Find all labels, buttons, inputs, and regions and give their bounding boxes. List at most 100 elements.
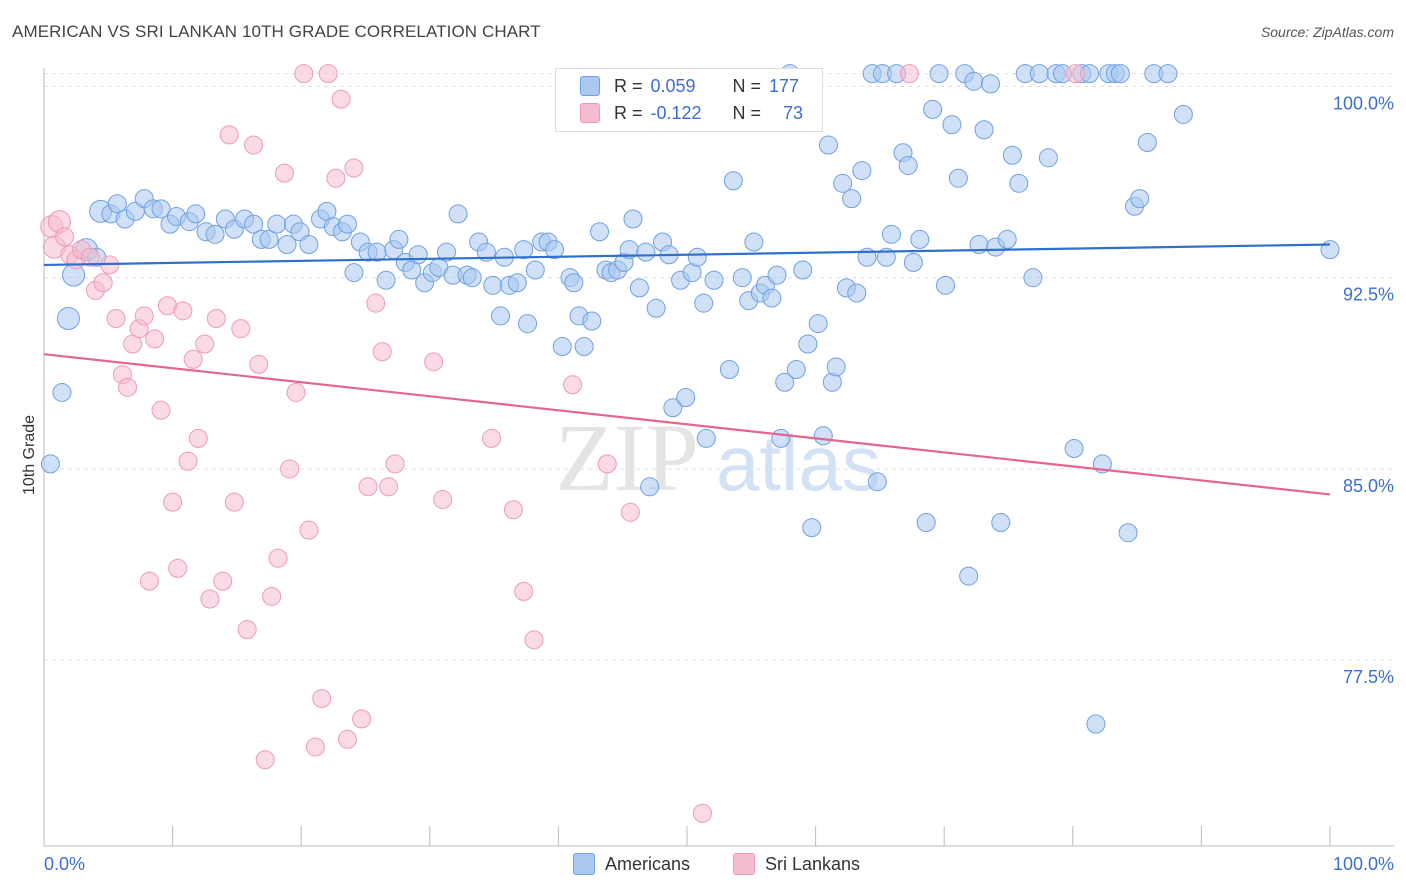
point-srilankans (597, 454, 617, 474)
point-americans (696, 428, 716, 448)
point-americans (1118, 523, 1138, 543)
point-americans (52, 382, 72, 402)
point-srilankans (206, 308, 226, 328)
point-americans (337, 214, 357, 234)
point-srilankans (262, 586, 282, 606)
point-americans (376, 270, 396, 290)
point-srilankans (312, 688, 332, 708)
point-americans (903, 252, 923, 272)
bottom-legend-label-srilankans: Sri Lankans (765, 853, 861, 874)
point-americans (564, 273, 584, 293)
y-axis-label: 10th Grade (21, 415, 38, 495)
point-americans (267, 214, 287, 234)
point-srilankans (299, 520, 319, 540)
point-srilankans (294, 64, 314, 84)
point-srilankans (385, 454, 405, 474)
point-americans (704, 270, 724, 290)
point-americans (636, 242, 656, 262)
point-srilankans (482, 428, 502, 448)
point-americans (476, 242, 496, 262)
point-americans (448, 204, 468, 224)
point-americans (491, 306, 511, 326)
source-label: Source: ZipAtlas.com (1260, 24, 1394, 40)
point-srilankans (163, 492, 183, 512)
point-srilankans (134, 306, 154, 326)
point-srilankans (268, 548, 288, 568)
y-tick-label: 92.5% (1343, 285, 1394, 305)
legend-r-label: R = (614, 75, 643, 96)
point-americans (408, 245, 428, 265)
point-srilankans (80, 247, 100, 267)
point-americans (582, 311, 602, 331)
point-americans (1064, 439, 1084, 459)
trend-line-americans (43, 243, 1331, 267)
point-americans (719, 359, 739, 379)
y-tick-label: 100.0% (1333, 93, 1394, 113)
point-americans (483, 275, 503, 295)
point-americans (818, 135, 838, 155)
point-americans (948, 168, 968, 188)
point-srilankans (55, 227, 75, 247)
bottom-legend-americans: Americans (573, 852, 690, 876)
point-srilankans (244, 135, 264, 155)
point-americans (186, 204, 206, 224)
point-srilankans (188, 428, 208, 448)
point-americans (545, 240, 565, 260)
point-americans (793, 260, 813, 280)
legend-swatch-americans (580, 76, 600, 96)
point-srilankans (899, 64, 919, 84)
stats-legend: R = 0.059 N = 177 R = -0.122 N = 73 (555, 68, 823, 132)
point-srilankans (524, 630, 544, 650)
point-srilankans (145, 329, 165, 349)
point-srilankans (503, 500, 523, 520)
point-americans (259, 229, 279, 249)
point-americans (798, 334, 818, 354)
grid-lines (44, 73, 1394, 661)
point-americans (991, 513, 1011, 533)
point-americans (1158, 64, 1178, 84)
point-americans (389, 229, 409, 249)
point-srilankans (224, 492, 244, 512)
point-americans (959, 566, 979, 586)
point-americans (107, 194, 127, 214)
point-americans (808, 314, 828, 334)
point-srilankans (514, 581, 534, 601)
point-srilankans (433, 490, 453, 510)
legend-swatch-srilankans (580, 103, 600, 123)
point-americans (299, 235, 319, 255)
point-americans (525, 260, 545, 280)
point-americans (923, 99, 943, 119)
point-srilankans (331, 89, 351, 109)
point-americans (646, 298, 666, 318)
y-tick-label: 85.0% (1343, 476, 1394, 496)
point-americans (929, 64, 949, 84)
point-srilankans (366, 293, 386, 313)
point-americans (1029, 64, 1049, 84)
chart-title: AMERICAN VS SRI LANKAN 10TH GRADE CORREL… (12, 22, 541, 41)
point-srilankans (173, 301, 193, 321)
legend-row-srilankans: R = -0.122 N = 73 (580, 100, 804, 126)
point-srilankans (249, 354, 269, 374)
point-americans (813, 426, 833, 446)
point-srilankans (692, 803, 712, 823)
point-americans (552, 337, 572, 357)
point-americans (629, 278, 649, 298)
point-americans (723, 171, 743, 191)
point-srilankans (274, 163, 294, 183)
point-americans (151, 199, 171, 219)
point-srilankans (195, 334, 215, 354)
point-americans (876, 247, 896, 267)
point-americans (867, 472, 887, 492)
legend-n-value: 73 (783, 102, 804, 123)
point-americans (676, 388, 696, 408)
point-srilankans (219, 125, 239, 145)
x-tick-label-min: 0.0% (44, 854, 85, 874)
point-srilankans (151, 400, 171, 420)
point-srilankans (318, 64, 338, 84)
legend-row-americans: R = 0.059 N = 177 (580, 73, 799, 99)
point-srilankans (168, 558, 188, 578)
point-americans (942, 115, 962, 135)
point-americans (437, 242, 457, 262)
point-srilankans (139, 571, 159, 591)
point-americans (833, 173, 853, 193)
